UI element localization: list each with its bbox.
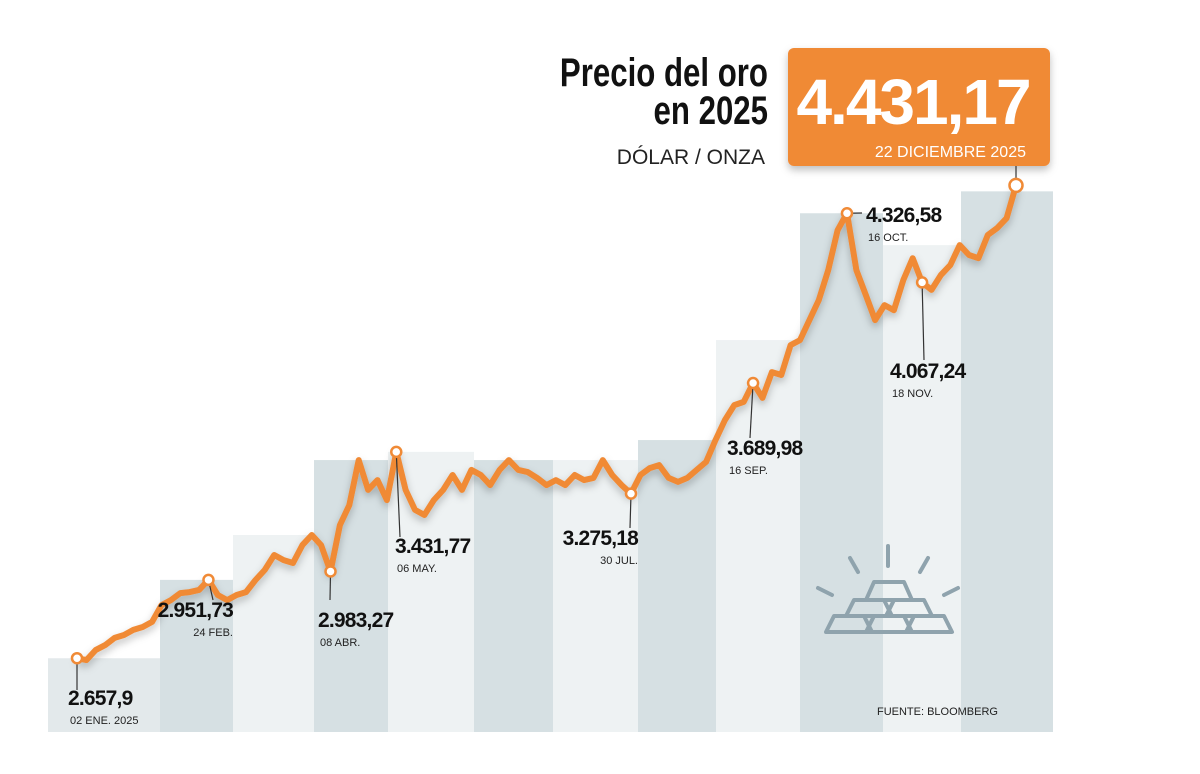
point-marker — [70, 651, 84, 665]
value-label: 4.326,58 — [866, 204, 942, 227]
date-label: 24 FEB. — [193, 627, 233, 639]
date-label: 02 ENE. 2025 — [70, 715, 139, 727]
title: Precio del oro en 2025 — [559, 51, 768, 133]
month-band — [48, 658, 160, 732]
point-marker — [624, 487, 638, 500]
leader-line — [749, 382, 754, 439]
point-marker — [324, 565, 337, 578]
point-marker — [915, 276, 929, 289]
month-band — [716, 340, 800, 732]
month-band — [961, 191, 1053, 732]
point-marker — [746, 376, 760, 390]
value-label: 3.275,18 — [563, 527, 639, 550]
month-band — [883, 245, 961, 732]
highlight-value: 4.431,17 — [796, 66, 1029, 138]
leader-line — [395, 451, 401, 538]
subtitle: DÓLAR / ONZA — [616, 146, 765, 169]
point-marker — [1008, 177, 1024, 194]
date-label: 16 OCT. — [868, 232, 908, 244]
point-marker — [390, 445, 403, 459]
point-marker — [202, 573, 215, 587]
leader-line — [921, 282, 925, 361]
month-band — [233, 535, 314, 732]
month-band — [160, 579, 233, 732]
date-label: 16 SEP. — [729, 465, 768, 477]
price-line — [76, 184, 1019, 664]
value-label: 2.951,73 — [158, 599, 233, 622]
month-bands — [48, 191, 1053, 732]
month-band — [474, 460, 553, 732]
date-label: 06 MAY. — [397, 563, 437, 575]
value-label: 4.067,24 — [890, 360, 966, 383]
month-band — [800, 213, 883, 732]
highlight-date: 22 DICIEMBRE 2025 — [875, 144, 1026, 161]
date-label: 08 ABR. — [320, 637, 360, 649]
value-label: 2.657,9 — [68, 687, 133, 710]
value-label: 2.983,27 — [318, 609, 393, 632]
gold-bars-icon — [816, 544, 960, 634]
highlight-box — [788, 48, 1050, 166]
month-band — [553, 460, 638, 732]
source: FUENTE: BLOOMBERG — [877, 706, 998, 718]
month-band — [388, 451, 474, 732]
date-label: 18 NOV. — [892, 388, 933, 400]
date-label: 30 JUL. — [600, 555, 638, 567]
month-band — [638, 440, 716, 732]
point-marker — [840, 206, 854, 220]
value-label: 3.431,77 — [395, 535, 470, 558]
value-label: 3.689,98 — [727, 437, 803, 460]
